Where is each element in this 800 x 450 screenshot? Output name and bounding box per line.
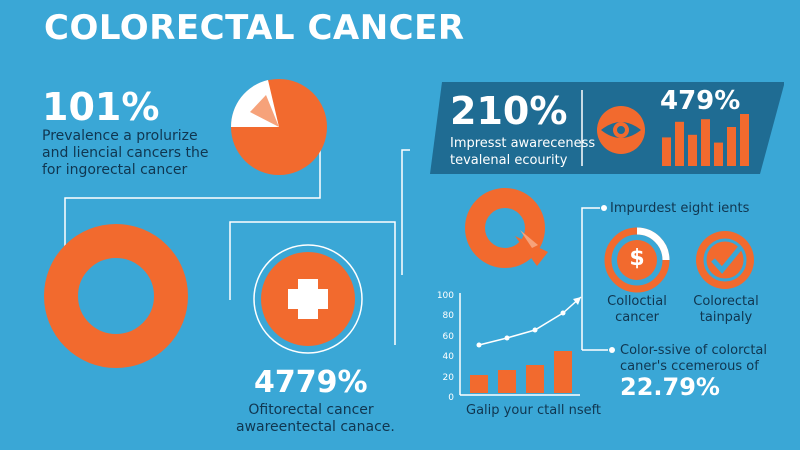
banner-bar: [714, 142, 723, 166]
bullet-dot: [609, 347, 615, 353]
banner-bar: [662, 137, 671, 166]
chart-bar: [498, 370, 516, 393]
label-line: Colorectal: [693, 294, 759, 309]
right-panel-heading: Impurdest eight ients: [610, 201, 750, 216]
label-line: Colloctial: [607, 294, 667, 309]
chart-bars: [470, 351, 572, 393]
eye-icon: [597, 106, 645, 154]
chart-bar: [554, 351, 572, 393]
y-tick-label: 60: [442, 331, 454, 342]
stat-description-middle: Ofitorectal cancer awareentectal canace.: [236, 402, 395, 436]
connector-line: [64, 140, 321, 255]
check-badge-icon: [696, 231, 754, 289]
trend-point: [532, 327, 538, 333]
donut-ring-icon: [44, 224, 188, 368]
trend-point: [476, 342, 482, 348]
y-tick-label: 20: [442, 372, 454, 383]
pie-chart-icon: [230, 79, 327, 175]
stat-description-left-top: Prevalence a prolurize and liencial canc…: [42, 128, 209, 179]
icon-label-colorectal: Colorectal tainpaly: [680, 294, 772, 326]
connector-line: [229, 221, 396, 345]
banner-bar: [727, 127, 736, 166]
description-line: Ofitorectal cancer: [248, 402, 374, 418]
banner-description: Impresst awareceness tevalenal ecourity: [450, 135, 595, 169]
medical-cross-icon: [253, 244, 363, 354]
label-line: tainpaly: [699, 310, 753, 325]
page-title: COLORECTAL CANCER: [44, 8, 465, 48]
banner-bar: [688, 134, 697, 166]
loop-arrow-icon: [465, 188, 548, 268]
description-line: Prevalence a prolurize: [42, 128, 198, 144]
icon-label-colloctial: Colloctial cancer: [592, 294, 682, 326]
note-line: Color-ssive of colorctal: [620, 343, 767, 358]
trend-line: [478, 296, 582, 346]
banner-bar: [740, 114, 749, 166]
trend-arrowhead: [573, 297, 581, 305]
description-line: awareentectal canace.: [236, 419, 395, 435]
banner-stat-value-right: 479%: [660, 86, 741, 116]
right-panel-value: 22.79%: [620, 373, 720, 401]
trend-point: [504, 335, 510, 341]
connector-lines: [64, 140, 608, 351]
chart-trend-line: [476, 296, 582, 348]
banner-bar: [675, 121, 684, 166]
description-line: Impresst awareceness: [450, 136, 596, 151]
stats-banner: [430, 82, 784, 174]
chart-bar: [470, 375, 488, 393]
chart-y-axis-labels: 100 80 60 40 20 0: [436, 286, 454, 408]
stat-value-middle: 4779%: [254, 365, 368, 400]
connector-line: [401, 149, 410, 275]
y-tick-label: 40: [442, 352, 454, 363]
bullet-dot: [601, 205, 607, 211]
y-tick-label: 100: [436, 291, 454, 301]
note-line: caner's ccemerous of: [620, 359, 759, 374]
y-tick-label: 0: [448, 393, 454, 404]
y-tick-label: 80: [442, 311, 454, 322]
description-line: tevalenal ecourity: [450, 153, 568, 168]
banner-bar-chart: [662, 114, 749, 166]
chart-axes: [459, 293, 580, 396]
dollar-badge-icon: [604, 227, 670, 293]
chart-caption: Galip your ctall nseft: [466, 403, 602, 418]
banner-bar: [701, 119, 710, 166]
trend-point: [560, 310, 566, 316]
dollar-sign: $: [629, 246, 645, 271]
banner-stat-value: 210%: [450, 89, 568, 133]
label-line: cancer: [615, 310, 659, 325]
description-line: for ingorectal cancer: [42, 162, 188, 178]
stat-value-left-top: 101%: [42, 85, 160, 129]
right-panel-note: Color-ssive of colorctal caner's ccemero…: [620, 343, 767, 375]
description-line: and liencial cancers the: [42, 145, 209, 161]
chart-bar: [526, 365, 544, 393]
connector-line: [581, 207, 600, 350]
